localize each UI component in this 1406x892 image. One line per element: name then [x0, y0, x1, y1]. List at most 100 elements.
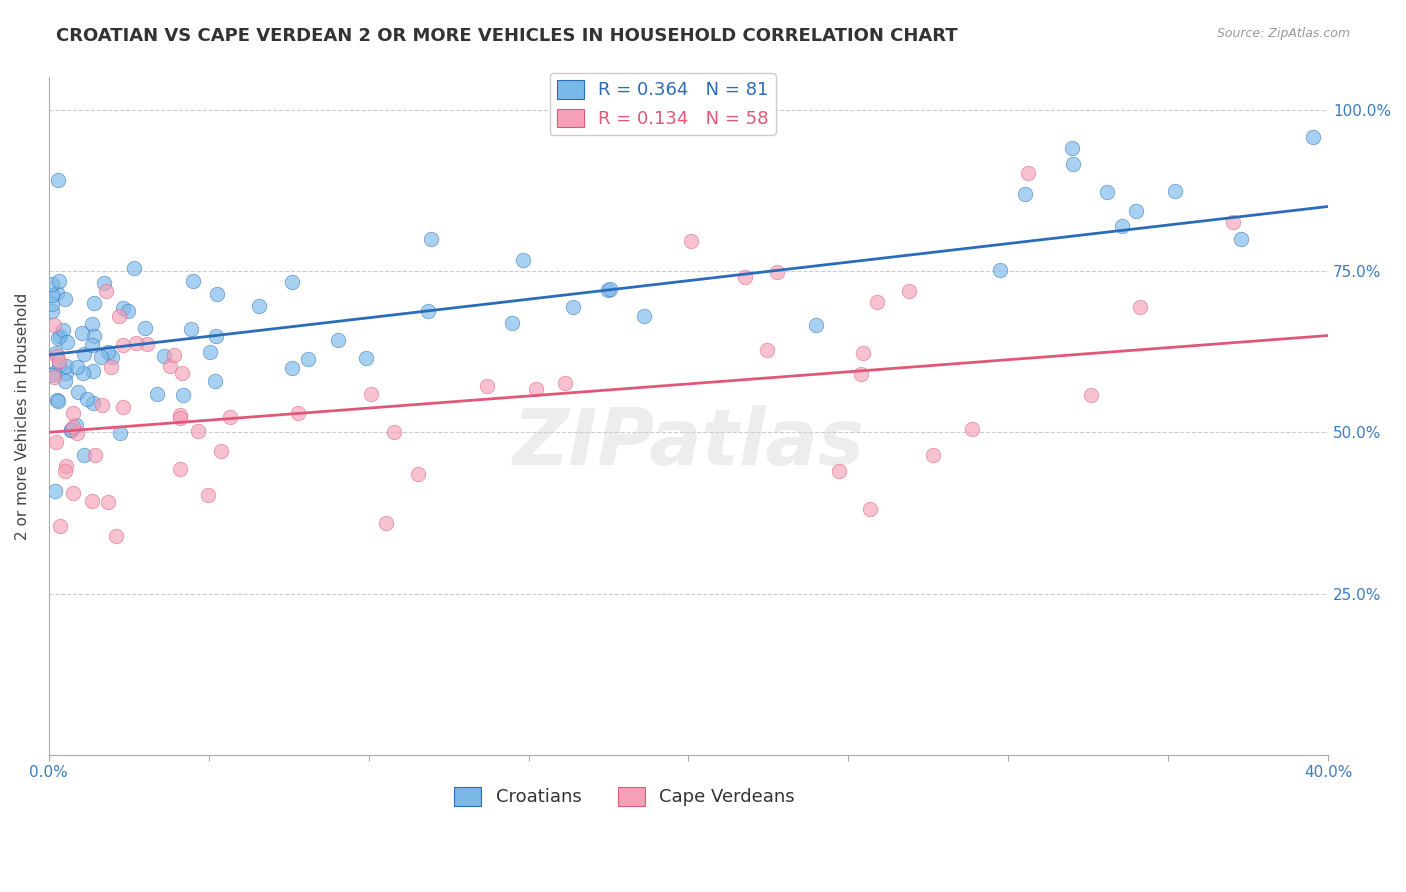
Point — [72, 366, 94, 380]
Point — [44, 484, 66, 499]
Point — [1111, 219, 1133, 234]
Text: CROATIAN VS CAPE VERDEAN 2 OR MORE VEHICLES IN HOUSEHOLD CORRELATION CHART: CROATIAN VS CAPE VERDEAN 2 OR MORE VEHIC… — [56, 27, 957, 45]
Point — [1129, 300, 1152, 314]
Point — [100, 360, 122, 375]
Point — [420, 232, 443, 246]
Point — [247, 299, 270, 313]
Point — [41, 297, 63, 311]
Point — [52, 323, 75, 337]
Point — [42, 366, 65, 380]
Point — [41, 304, 63, 318]
Point — [117, 304, 139, 318]
Point — [101, 350, 124, 364]
Legend: Croatians, Cape Verdeans: Croatians, Cape Verdeans — [447, 780, 801, 814]
Point — [105, 529, 128, 543]
Point — [153, 350, 176, 364]
Point — [734, 269, 756, 284]
Point — [356, 351, 378, 365]
Point — [96, 285, 118, 299]
Point — [205, 287, 228, 301]
Point — [46, 330, 69, 344]
Point — [524, 382, 547, 396]
Point — [48, 172, 70, 186]
Point — [82, 337, 104, 351]
Point — [1080, 388, 1102, 402]
Point — [1014, 187, 1036, 202]
Point — [512, 253, 534, 268]
Point — [172, 387, 194, 401]
Point — [596, 284, 619, 298]
Point — [46, 349, 69, 363]
Point — [41, 277, 63, 291]
Point — [62, 486, 84, 500]
Point — [766, 265, 789, 279]
Point — [112, 400, 135, 414]
Point — [65, 417, 87, 432]
Point — [1017, 166, 1039, 180]
Point — [416, 303, 439, 318]
Y-axis label: 2 or more Vehicles in Household: 2 or more Vehicles in Household — [15, 293, 30, 540]
Point — [1302, 129, 1324, 144]
Point — [59, 423, 82, 437]
Point — [281, 361, 304, 376]
Point — [200, 345, 222, 359]
Point — [53, 374, 76, 388]
Point — [852, 345, 875, 359]
Point — [44, 370, 66, 384]
Point — [1062, 156, 1084, 170]
Point — [112, 338, 135, 352]
Point — [360, 387, 382, 401]
Point — [921, 448, 943, 462]
Point — [91, 398, 114, 412]
Point — [406, 467, 429, 481]
Point — [988, 263, 1011, 277]
Point — [866, 295, 889, 310]
Point — [1164, 184, 1187, 198]
Point — [170, 367, 193, 381]
Point — [561, 301, 583, 315]
Point — [280, 275, 302, 289]
Text: Source: ZipAtlas.com: Source: ZipAtlas.com — [1216, 27, 1350, 40]
Point — [633, 309, 655, 323]
Point — [62, 406, 84, 420]
Point — [197, 488, 219, 502]
Point — [859, 501, 882, 516]
Point — [756, 343, 779, 358]
Point — [125, 336, 148, 351]
Point — [382, 425, 405, 439]
Point — [218, 409, 240, 424]
Point — [124, 260, 146, 275]
Point — [41, 287, 63, 301]
Point — [55, 458, 77, 473]
Point — [65, 359, 87, 374]
Point — [169, 411, 191, 425]
Point — [62, 420, 84, 434]
Point — [49, 519, 72, 533]
Point — [898, 284, 921, 298]
Point — [554, 376, 576, 391]
Point — [180, 322, 202, 336]
Point — [48, 394, 70, 409]
Point — [297, 351, 319, 366]
Point — [73, 347, 96, 361]
Point — [849, 367, 872, 381]
Point — [73, 448, 96, 462]
Point — [80, 317, 103, 331]
Point — [55, 367, 77, 381]
Point — [55, 359, 77, 373]
Point — [501, 316, 523, 330]
Point — [110, 425, 132, 440]
Point — [82, 364, 104, 378]
Point — [328, 333, 350, 347]
Point — [187, 424, 209, 438]
Point — [48, 274, 70, 288]
Point — [1229, 232, 1251, 246]
Point — [146, 386, 169, 401]
Point — [134, 321, 156, 335]
Point — [66, 385, 89, 400]
Point — [828, 464, 851, 478]
Point — [806, 318, 828, 333]
Point — [48, 354, 70, 368]
Point — [76, 392, 98, 406]
Point — [1222, 215, 1244, 229]
